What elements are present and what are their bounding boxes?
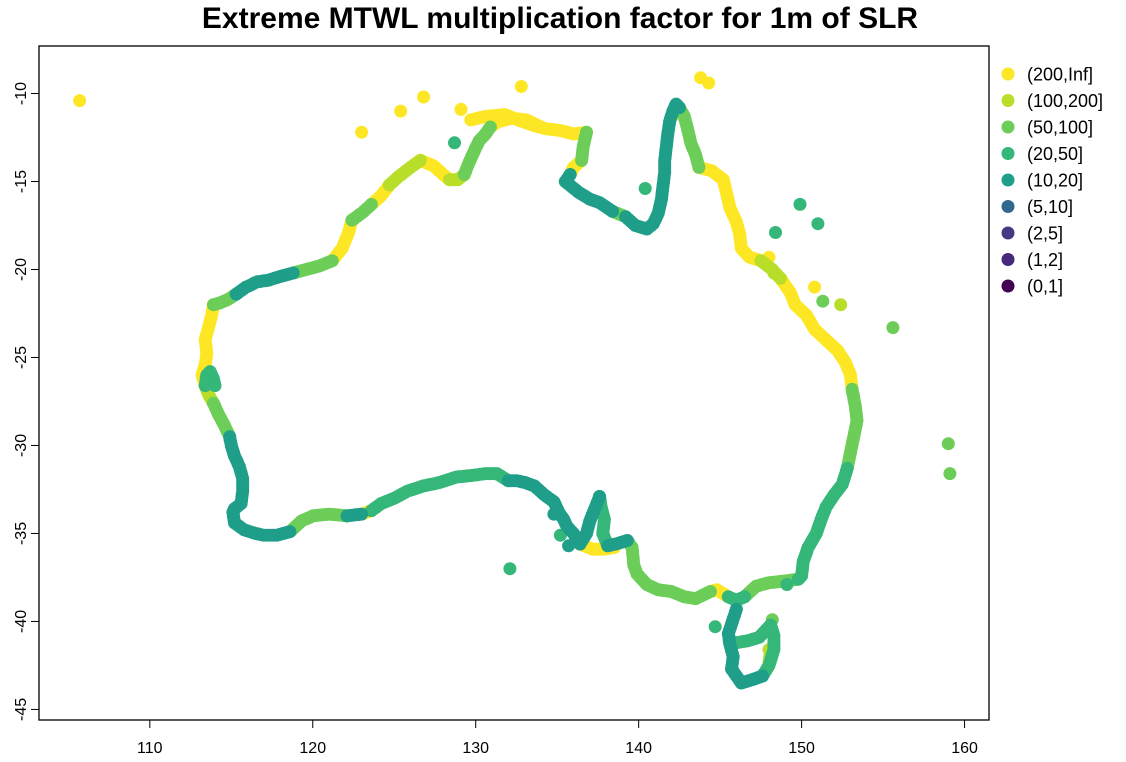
data-point [672, 101, 686, 115]
legend-label: (50,100] [1027, 118, 1093, 138]
data-point [501, 474, 515, 488]
data-point [413, 153, 427, 167]
data-point [941, 437, 955, 451]
y-tick-label: -20 [13, 258, 30, 281]
data-point [692, 160, 706, 174]
data-point [394, 104, 408, 118]
legend-swatch [1001, 226, 1015, 240]
legend: (200,Inf] (100,200] (50,100] (20,50] (10,20]… [1001, 65, 1103, 297]
y-tick-label: -35 [13, 522, 30, 545]
data-point [811, 217, 825, 231]
data-point [606, 204, 620, 218]
data-point [417, 90, 431, 104]
y-tick-label: -40 [13, 610, 30, 633]
legend-swatch [1001, 94, 1015, 107]
y-tick-label: -15 [13, 170, 30, 193]
data-point [325, 254, 339, 268]
legend-swatch [1001, 253, 1015, 266]
x-axis: 110 120 130 140 150 160 [137, 719, 978, 757]
data-point [562, 539, 576, 553]
legend-swatch [1001, 200, 1015, 213]
x-tick-label: 140 [625, 740, 652, 757]
legend-label: (2,5] [1027, 224, 1063, 244]
data-point [721, 590, 735, 604]
legend-swatch [1001, 67, 1015, 81]
data-point [364, 197, 378, 211]
y-axis: -10 -15 -20 -25 -30 -35 -40 -45 [13, 82, 40, 721]
data-point [638, 182, 652, 195]
data-point [73, 94, 87, 108]
x-tick-label: 110 [137, 740, 163, 757]
data-point [454, 102, 468, 116]
data-point [756, 669, 769, 683]
data-point [780, 578, 794, 591]
data-point [483, 120, 497, 134]
legend-label: (100,200] [1027, 91, 1103, 111]
y-tick-label: -45 [13, 698, 30, 721]
chart-title: Extreme MTWL multiplication factor for 1… [201, 2, 919, 35]
data-point [340, 509, 354, 523]
y-tick-label: -10 [13, 82, 30, 105]
legend-label: (1,2] [1027, 250, 1063, 270]
data-point [448, 136, 461, 150]
legend-swatch [1001, 147, 1015, 160]
y-tick-label: -30 [13, 434, 30, 457]
data-point [793, 197, 807, 211]
data-point [769, 226, 782, 239]
data-point [514, 80, 528, 93]
data-point [886, 321, 900, 335]
data-point [575, 153, 589, 167]
y-tick-label: -25 [13, 346, 30, 369]
data-point [943, 467, 957, 481]
data-point [364, 504, 378, 518]
data-point [816, 294, 830, 308]
data-point [286, 266, 300, 280]
x-tick-label: 120 [299, 740, 326, 757]
data-point [808, 280, 822, 294]
data-point [534, 120, 548, 134]
data-point [208, 379, 222, 393]
data-point [206, 396, 220, 410]
x-tick-label: 160 [951, 740, 978, 757]
data-point [355, 125, 369, 139]
legend-swatch [1001, 279, 1015, 293]
data-point [708, 620, 722, 634]
data-point [834, 298, 848, 312]
legend-label: (10,20] [1027, 171, 1083, 191]
legend-swatch [1001, 120, 1015, 134]
data-point [601, 539, 615, 553]
data-point [767, 266, 781, 280]
legend-label: (20,50] [1027, 144, 1083, 164]
data-point [223, 430, 237, 444]
legend-label: (200,Inf] [1027, 65, 1093, 85]
data-point [547, 507, 561, 521]
legend-label: (5,10] [1027, 197, 1073, 217]
x-tick-label: 130 [462, 740, 489, 757]
data-points [73, 71, 957, 690]
legend-swatch [1001, 173, 1015, 187]
data-point [503, 562, 517, 576]
data-point [702, 76, 716, 90]
data-point [791, 572, 805, 586]
x-tick-label: 150 [788, 740, 815, 757]
legend-label: (0,1] [1027, 277, 1063, 297]
